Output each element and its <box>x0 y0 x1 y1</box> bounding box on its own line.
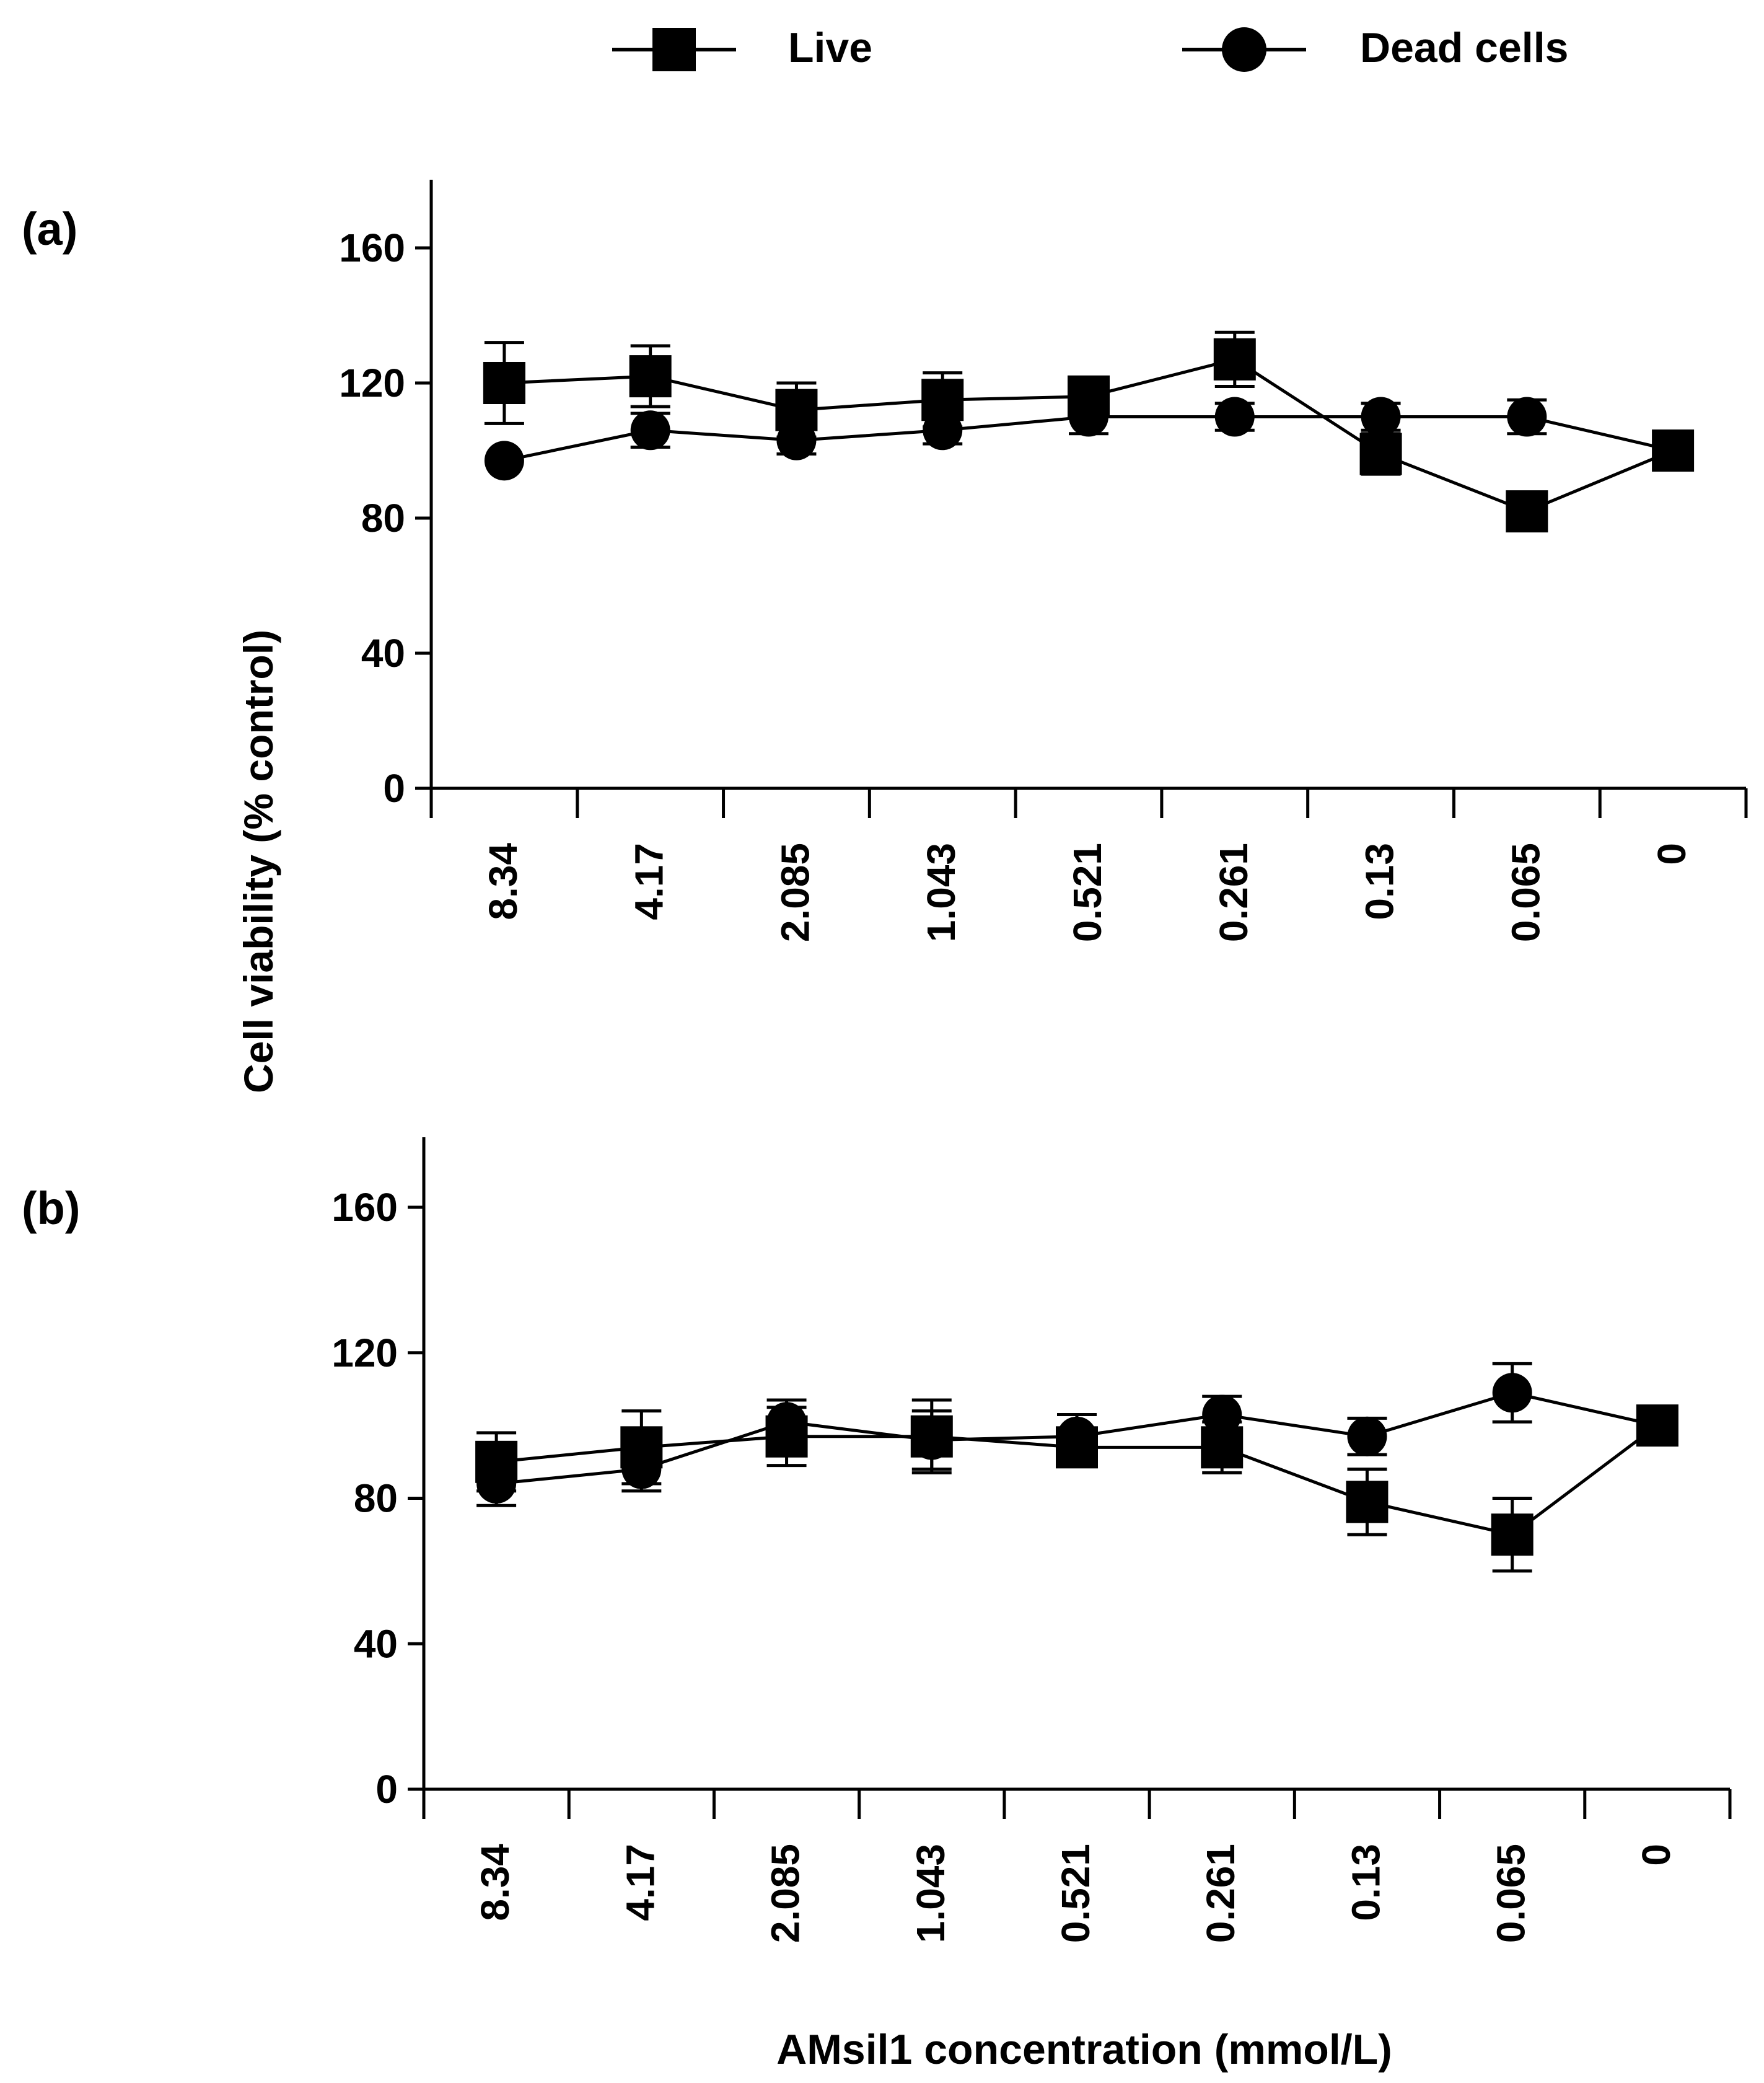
panel-a-live-point <box>921 379 964 421</box>
panel-b-x-tick-label: 4.17 <box>618 1844 662 1921</box>
panel-b: (b) 0 40 80 120 160 8.34 4.17 2.085 1.043 0.521 0.… <box>22 1137 1732 1943</box>
panel-a-x-tick-label: 0 <box>1649 843 1694 865</box>
panel-b-live-point <box>1056 1426 1098 1469</box>
legend-live-label: Live <box>788 24 872 71</box>
panel-a-live-point <box>1213 338 1256 381</box>
panel-a-label: (a) <box>22 203 77 255</box>
panel-a-y-tick-label: 160 <box>339 226 405 270</box>
panel-a-live-point <box>1359 433 1402 475</box>
panel-a-x-tick-label: 0.521 <box>1065 843 1110 942</box>
panel-a-x-tick-label: 8.34 <box>481 843 525 920</box>
panel-b-y-tick-label: 160 <box>331 1185 398 1230</box>
panel-b-x-tick-label: 8.34 <box>473 1844 517 1921</box>
panel-a-live-point <box>775 389 818 431</box>
panel-b-x-tick-label: 0.521 <box>1053 1844 1098 1943</box>
panel-a-y-tick-label: 0 <box>383 766 405 811</box>
panel-b-live-point <box>1636 1404 1678 1447</box>
panel-b-y-tick-label: 40 <box>354 1621 398 1666</box>
x-axis-label: AMsil1 concentration (mmol/L) <box>776 2026 1392 2073</box>
panel-b-live-point <box>910 1415 953 1458</box>
panel-b-x-tick-label: 0.065 <box>1489 1844 1534 1943</box>
legend: Live Dead cells <box>612 24 1568 72</box>
panel-a-x-tick-label: 4.17 <box>627 843 672 920</box>
legend-dead-circle-marker <box>1222 27 1266 72</box>
panel-b-dead-point <box>1202 1394 1242 1435</box>
panel-b-dead-point <box>1347 1416 1387 1456</box>
panel-b-y-tick-label: 120 <box>331 1331 398 1375</box>
panel-b-live-point <box>1491 1513 1534 1556</box>
panel-b-dead-point <box>1492 1373 1532 1413</box>
panel-b-y-tick-label: 0 <box>375 1767 398 1812</box>
panel-a-x-tick-label: 0.065 <box>1503 843 1548 942</box>
panel-a-y-tick-label: 40 <box>361 631 405 676</box>
panel-a-dead-point <box>484 441 524 481</box>
panel-b-live-point <box>620 1426 663 1469</box>
panel-a-live-point <box>1652 429 1695 472</box>
legend-live-square-marker <box>652 28 696 71</box>
panel-b-x-tick-label: 1.043 <box>908 1844 953 1943</box>
panel-b-x-tick-label: 0 <box>1634 1844 1678 1866</box>
panel-b-live-point <box>1346 1481 1389 1523</box>
panel-b-live-point <box>475 1440 518 1483</box>
panel-b-live-point <box>1201 1426 1244 1469</box>
panel-a-live-point <box>483 362 525 404</box>
panel-a-x-tick-label: 1.043 <box>919 843 963 942</box>
panel-b-label: (b) <box>22 1182 81 1234</box>
panel-b-live-point <box>765 1415 808 1458</box>
panel-b-x-tick-label: 0.13 <box>1343 1844 1388 1921</box>
panel-a: (a) 0 40 80 120 160 8.34 4.17 2.085 1.043 0.521 0.… <box>22 180 1748 942</box>
panel-b-y-tick-label: 80 <box>354 1476 398 1521</box>
panel-a-x-tick-label: 0.261 <box>1211 843 1256 942</box>
panel-b-x-tick-label: 2.085 <box>763 1844 808 1943</box>
panel-a-live-point <box>629 355 672 398</box>
y-axis-label: Cell viability (% control) <box>235 630 281 1093</box>
panel-a-dead-point <box>630 410 670 451</box>
panel-a-y-tick-label: 80 <box>361 496 405 540</box>
panel-a-live-point <box>1506 490 1548 533</box>
panel-b-x-tick-label: 0.261 <box>1198 1844 1243 1943</box>
legend-dead-label: Dead cells <box>1360 24 1568 71</box>
panel-a-x-tick-label: 2.085 <box>773 843 817 942</box>
panel-a-x-tick-label: 0.13 <box>1358 843 1402 920</box>
panel-a-dead-point <box>1214 397 1255 437</box>
panel-a-y-tick-label: 120 <box>339 361 405 405</box>
panel-a-dead-point <box>1361 397 1401 437</box>
panel-a-dead-point <box>1507 397 1547 437</box>
panel-a-live-point <box>1068 375 1110 418</box>
